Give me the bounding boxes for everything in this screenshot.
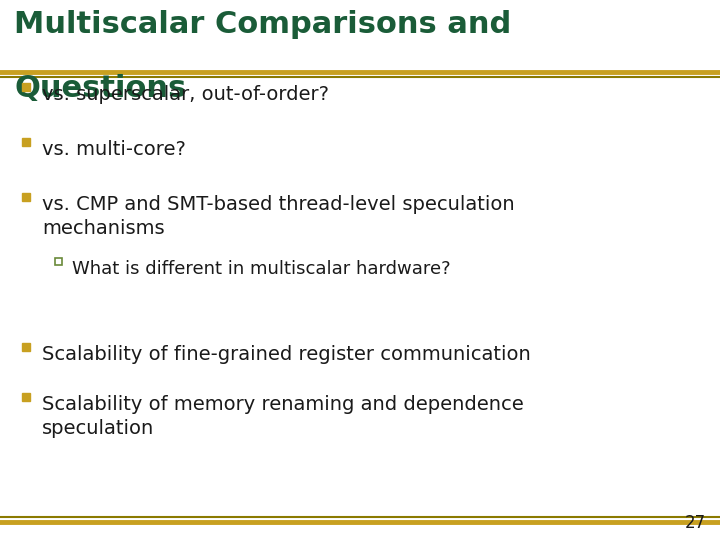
- FancyBboxPatch shape: [55, 258, 62, 265]
- Text: Scalability of fine-grained register communication: Scalability of fine-grained register com…: [42, 345, 531, 364]
- Text: Questions: Questions: [14, 74, 186, 103]
- FancyBboxPatch shape: [22, 138, 30, 146]
- Text: vs. superscalar, out-of-order?: vs. superscalar, out-of-order?: [42, 85, 329, 104]
- FancyBboxPatch shape: [22, 343, 30, 351]
- FancyBboxPatch shape: [22, 83, 30, 91]
- FancyBboxPatch shape: [22, 393, 30, 401]
- Text: What is different in multiscalar hardware?: What is different in multiscalar hardwar…: [72, 260, 451, 278]
- Text: vs. multi-core?: vs. multi-core?: [42, 140, 186, 159]
- Text: Scalability of memory renaming and dependence
speculation: Scalability of memory renaming and depen…: [42, 395, 523, 438]
- FancyBboxPatch shape: [22, 193, 30, 201]
- Text: 27: 27: [685, 514, 706, 532]
- Text: Multiscalar Comparisons and: Multiscalar Comparisons and: [14, 10, 511, 39]
- Text: vs. CMP and SMT-based thread-level speculation
mechanisms: vs. CMP and SMT-based thread-level specu…: [42, 195, 515, 238]
